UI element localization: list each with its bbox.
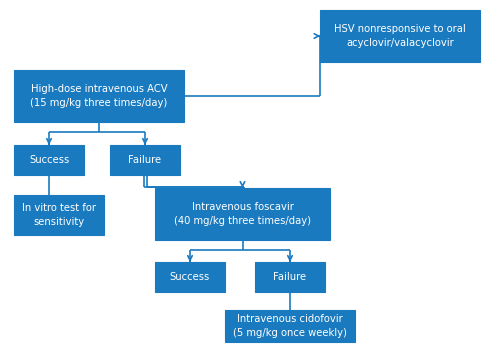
FancyBboxPatch shape — [225, 310, 355, 342]
FancyBboxPatch shape — [110, 145, 180, 175]
FancyBboxPatch shape — [155, 262, 225, 292]
FancyBboxPatch shape — [320, 10, 480, 62]
Text: Success: Success — [170, 272, 210, 282]
Text: Intravenous foscavir
(40 mg/kg three times/day): Intravenous foscavir (40 mg/kg three tim… — [174, 202, 311, 226]
Text: In vitro test for
sensitivity: In vitro test for sensitivity — [22, 203, 96, 227]
FancyBboxPatch shape — [14, 195, 104, 235]
FancyBboxPatch shape — [255, 262, 325, 292]
FancyBboxPatch shape — [14, 145, 84, 175]
Text: HSV nonresponsive to oral
acyclovir/valacyclovir: HSV nonresponsive to oral acyclovir/vala… — [334, 24, 466, 48]
Text: Intravenous cidofovir
(5 mg/kg once weekly): Intravenous cidofovir (5 mg/kg once week… — [233, 314, 347, 338]
Text: Failure: Failure — [128, 155, 162, 165]
FancyBboxPatch shape — [155, 188, 330, 240]
Text: High-dose intravenous ACV
(15 mg/kg three times/day): High-dose intravenous ACV (15 mg/kg thre… — [30, 84, 168, 108]
Text: Failure: Failure — [274, 272, 306, 282]
FancyBboxPatch shape — [14, 70, 184, 122]
Text: Success: Success — [29, 155, 69, 165]
